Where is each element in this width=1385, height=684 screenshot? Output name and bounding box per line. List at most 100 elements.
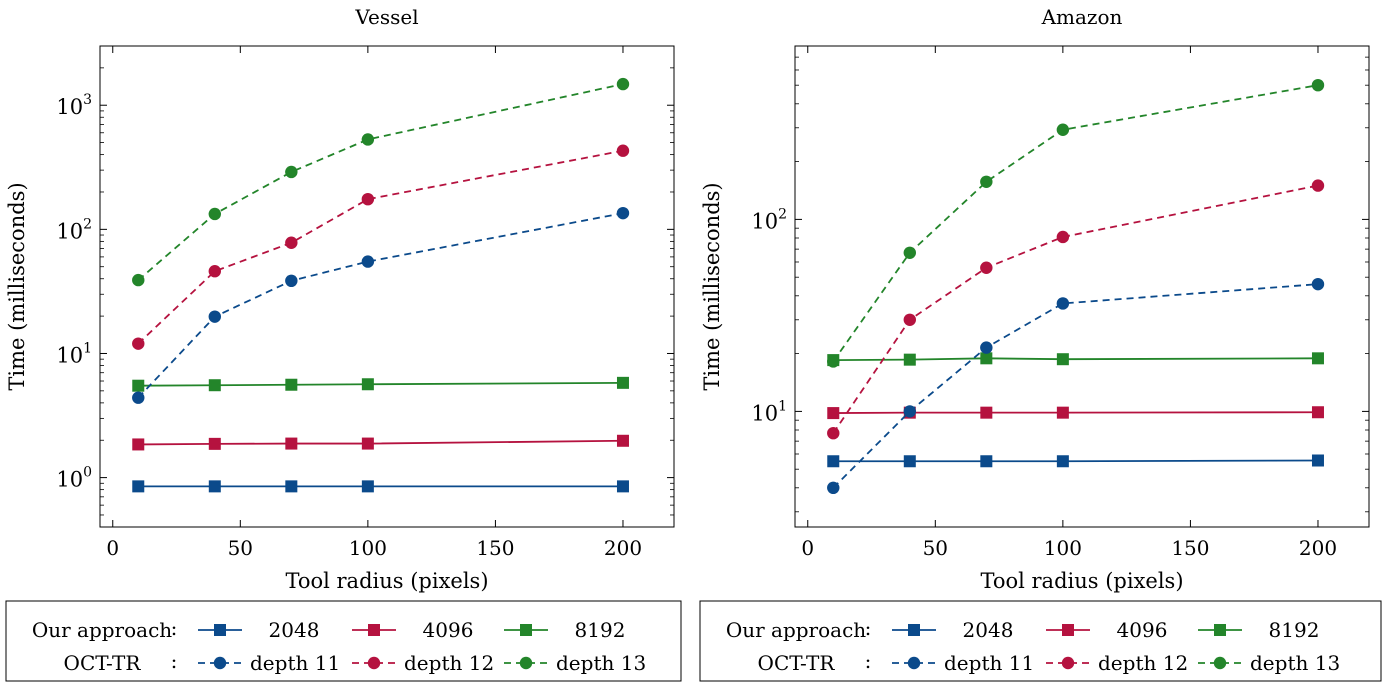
legend: Our approach: 2048 4096 8192 OCT-TR: depth 11… [699, 600, 1382, 682]
data-point [903, 353, 916, 366]
data-point [208, 437, 221, 450]
series-line [832, 184, 1319, 434]
x-tick-label: 0 [106, 536, 119, 560]
legend-marker [1213, 656, 1227, 670]
y-tick-label-base: 10 [56, 219, 83, 243]
legend-entry-label: 8192 [1269, 618, 1320, 642]
data-point [827, 355, 840, 368]
data-point [285, 165, 298, 179]
legend-marker [520, 624, 532, 636]
legend-row-label: OCT-TR [64, 651, 142, 675]
legend-entry-label: 4096 [1117, 618, 1168, 642]
x-tick-label: 150 [1171, 536, 1209, 560]
data-point [1056, 455, 1069, 468]
data-point [616, 77, 630, 91]
legend-entry-label: depth 11 [944, 651, 1034, 675]
data-point [616, 434, 629, 447]
legend-marker [1061, 656, 1075, 670]
x-axis-label: Tool radius (pixels) [980, 569, 1183, 593]
data-point [827, 455, 840, 468]
data-point [1311, 406, 1324, 419]
series-2048 [827, 454, 1324, 468]
y-tick-label-base: 10 [56, 343, 83, 367]
legend-entry: depth 11 [198, 651, 340, 675]
legend-entry-label: depth 11 [250, 651, 340, 675]
y-tick-label: 101 [56, 340, 92, 367]
data-point [1311, 454, 1324, 467]
data-point [285, 274, 298, 288]
data-point [1311, 352, 1324, 365]
data-point [208, 379, 221, 392]
series-line [832, 84, 1319, 362]
y-tick-label: 103 [56, 92, 92, 119]
legend-entry: 4096 [1046, 618, 1167, 642]
legend-entry: depth 12 [352, 651, 494, 675]
data-point [1056, 297, 1070, 310]
series-2048 [132, 480, 629, 493]
legend: Our approach: 2048 4096 8192 OCT-TR: depth 11… [5, 600, 682, 682]
series-4096 [827, 406, 1324, 420]
y-axis-label: Time (milliseconds) [5, 182, 29, 390]
y-tick-label: 100 [56, 465, 92, 492]
data-point [616, 480, 629, 493]
data-point [132, 391, 145, 404]
series-depth-13 [827, 78, 1325, 368]
data-point [903, 455, 916, 468]
series-line [137, 83, 624, 281]
data-point [903, 246, 916, 259]
data-point [285, 378, 298, 391]
data-point [361, 480, 374, 493]
data-point [616, 376, 629, 389]
y-tick-label-exponent: 2 [778, 206, 787, 222]
data-point [903, 313, 916, 326]
legend-colon: : [171, 616, 178, 640]
series-line [137, 149, 624, 345]
data-point [208, 480, 221, 493]
legend-box [699, 600, 1382, 682]
series-depth-13 [132, 77, 630, 287]
data-point [208, 310, 221, 323]
data-point [616, 206, 630, 220]
legend-entry-label: depth 12 [1098, 651, 1188, 675]
data-point [903, 405, 916, 418]
series-depth-12 [132, 144, 630, 350]
legend-entry: 4096 [352, 618, 473, 642]
y-tick-label: 102 [751, 206, 787, 233]
series-8192 [132, 376, 629, 392]
legend-marker [368, 624, 380, 636]
data-point [1311, 277, 1325, 291]
legend-colon: : [865, 649, 872, 673]
data-point [132, 273, 145, 287]
legend-marker [367, 656, 381, 670]
y-axis-label: Time (milliseconds) [700, 182, 724, 390]
data-point [827, 481, 840, 495]
data-point [1056, 353, 1069, 366]
plot-frame [794, 45, 1370, 528]
y-tick-label-base: 10 [56, 95, 83, 119]
series-depth-11 [827, 277, 1325, 495]
legend-colon: : [865, 616, 872, 640]
legend-entry: depth 12 [1046, 651, 1188, 675]
y-tick-label-exponent: 1 [83, 340, 92, 356]
chart-title: Amazon [1041, 5, 1123, 29]
data-point [361, 437, 374, 450]
y-tick-label: 101 [751, 398, 787, 425]
x-tick-label: 200 [604, 536, 642, 560]
legend-entry-label: 2048 [963, 618, 1014, 642]
legend-entry: 8192 [504, 618, 625, 642]
legend-marker [214, 624, 226, 636]
data-point [132, 480, 145, 493]
legend-entry: depth 11 [892, 651, 1034, 675]
data-point [285, 236, 298, 249]
data-point [285, 437, 298, 450]
data-point [361, 255, 375, 268]
legend-entry-label: depth 13 [556, 651, 646, 675]
y-minor-ticks [795, 56, 1369, 513]
data-point [980, 455, 993, 468]
series-depth-12 [827, 179, 1325, 440]
legend-entry-label: 4096 [423, 618, 474, 642]
legend-marker [1214, 624, 1226, 636]
legend-marker [519, 656, 533, 670]
